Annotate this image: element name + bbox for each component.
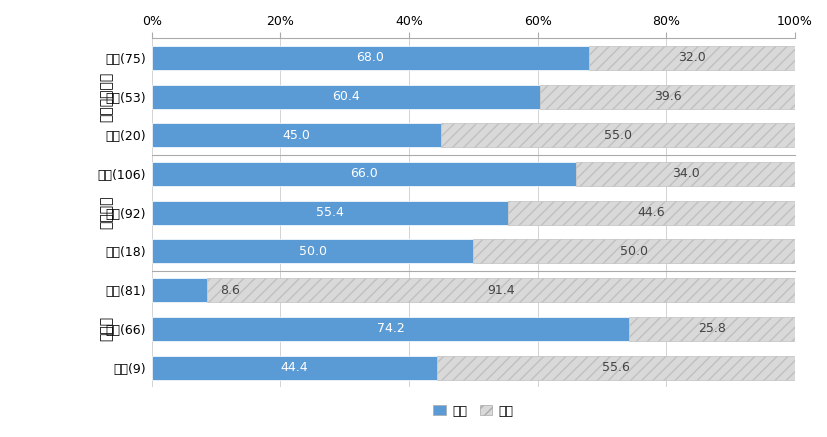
Bar <box>151 162 576 186</box>
Bar <box>151 278 207 302</box>
Text: 8.6: 8.6 <box>220 284 240 297</box>
Text: 60.4: 60.4 <box>332 90 360 103</box>
Bar <box>508 201 794 225</box>
Text: 55.4: 55.4 <box>316 206 343 219</box>
Bar <box>151 201 508 225</box>
Text: 殺人・傷害等: 殺人・傷害等 <box>99 71 113 121</box>
Bar <box>540 84 794 108</box>
Bar <box>576 162 794 186</box>
Bar <box>473 239 794 264</box>
Bar <box>151 239 473 264</box>
Bar <box>629 317 794 341</box>
Text: 32.0: 32.0 <box>677 51 705 64</box>
Text: 91.4: 91.4 <box>487 284 514 297</box>
Text: 44.6: 44.6 <box>637 206 665 219</box>
Bar <box>151 123 441 147</box>
Bar <box>441 123 794 147</box>
Text: 55.0: 55.0 <box>604 129 632 142</box>
Text: 68.0: 68.0 <box>356 51 384 64</box>
Text: 55.6: 55.6 <box>601 361 629 374</box>
Text: 45.0: 45.0 <box>282 129 310 142</box>
Text: 50.0: 50.0 <box>619 245 648 258</box>
Text: 性犯罪: 性犯罪 <box>99 316 113 341</box>
Bar <box>589 46 794 70</box>
Text: 39.6: 39.6 <box>653 90 681 103</box>
Bar <box>151 356 437 380</box>
Text: 25.8: 25.8 <box>697 323 725 336</box>
Bar <box>151 317 629 341</box>
Text: 34.0: 34.0 <box>671 167 699 180</box>
Text: 44.4: 44.4 <box>280 361 308 374</box>
Legend: 男性, 女性: 男性, 女性 <box>428 399 518 423</box>
Text: 74.2: 74.2 <box>376 323 404 336</box>
Text: 66.0: 66.0 <box>350 167 378 180</box>
Text: 交通事故: 交通事故 <box>99 196 113 229</box>
Bar <box>437 356 794 380</box>
Text: 50.0: 50.0 <box>299 245 327 258</box>
Bar <box>151 84 540 108</box>
Bar <box>151 46 589 70</box>
Bar <box>207 278 794 302</box>
